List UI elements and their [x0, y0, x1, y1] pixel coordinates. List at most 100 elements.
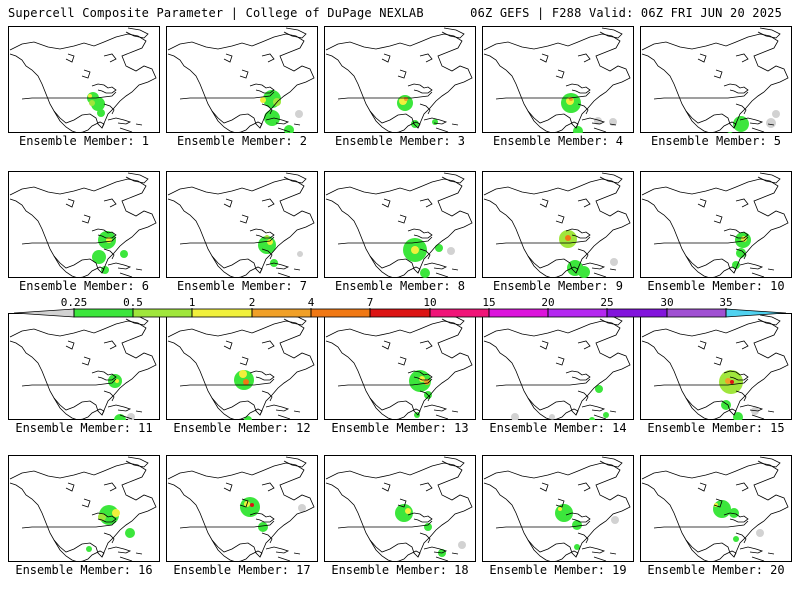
member-map — [166, 171, 318, 278]
boundary-line — [81, 69, 91, 79]
boundary-line — [419, 53, 433, 63]
scp-field — [395, 504, 466, 557]
boundary-line — [21, 91, 117, 100]
boundary-line — [757, 27, 781, 39]
ensemble-member-panel: Ensemble Member: 9 — [482, 171, 634, 303]
boundary-line — [369, 539, 421, 562]
member-map — [8, 171, 160, 278]
boundary-line — [9, 33, 157, 129]
boundary-line — [713, 356, 723, 366]
scp-contour — [558, 507, 562, 511]
boundary-line — [369, 397, 421, 420]
colorbar-segment — [606, 308, 668, 318]
ensemble-member-label: Ensemble Member: 17 — [173, 563, 311, 577]
boundary-line — [751, 127, 765, 133]
member-map — [640, 455, 792, 562]
boundary-line — [435, 556, 449, 562]
ensemble-member-panel: Ensemble Member: 12 — [166, 313, 318, 445]
boundary-line — [283, 27, 307, 39]
ensemble-member-label: Ensemble Member: 19 — [489, 563, 627, 577]
scp-contour — [91, 97, 105, 111]
boundary-line — [91, 228, 117, 239]
boundary-line — [735, 482, 749, 492]
ensemble-member-panel: Ensemble Member: 13 — [324, 313, 476, 445]
boundary-line — [697, 340, 707, 350]
boundary-line — [609, 123, 617, 126]
scp-contour — [101, 266, 109, 274]
boundary-line — [277, 414, 291, 420]
scp-contour — [86, 546, 92, 552]
boundary-line — [483, 178, 631, 274]
boundary-line — [685, 539, 737, 562]
boundary-line — [381, 340, 391, 350]
colorbar-segment — [429, 308, 490, 318]
boundary-line — [369, 255, 421, 278]
boundary-line — [325, 33, 473, 129]
basemap-outline — [325, 314, 473, 420]
boundary-line — [119, 127, 133, 133]
boundary-line — [483, 462, 631, 558]
boundary-line — [103, 390, 115, 402]
boundary-line — [125, 456, 149, 468]
scp-contour — [565, 235, 571, 241]
boundary-line — [419, 198, 433, 208]
ensemble-member-label: Ensemble Member: 8 — [334, 279, 466, 293]
boundary-line — [423, 117, 448, 125]
boundary-line — [441, 456, 465, 468]
member-map — [8, 26, 160, 133]
boundary-line — [211, 255, 263, 278]
boundary-line — [293, 123, 301, 126]
ensemble-member-panel: Ensemble Member: 19 — [482, 455, 634, 587]
member-map — [324, 26, 476, 133]
boundary-line — [65, 482, 75, 492]
scp-contour — [574, 544, 580, 550]
boundary-line — [539, 482, 549, 492]
boundary-line — [483, 320, 631, 416]
scp-contour — [772, 110, 780, 118]
scp-contour — [549, 414, 555, 420]
colorbar-tick-label: 20 — [541, 296, 554, 309]
boundary-line — [593, 556, 607, 562]
boundary-line — [397, 498, 407, 508]
scp-contour — [741, 236, 747, 242]
boundary-line — [419, 390, 431, 402]
boundary-line — [91, 370, 117, 381]
boundary-line — [9, 462, 157, 558]
ensemble-member-panel: Ensemble Member: 1 — [8, 26, 160, 158]
boundary-line — [337, 520, 433, 529]
scp-field — [555, 504, 619, 550]
boundary-line — [483, 33, 631, 129]
boundary-line — [167, 462, 315, 558]
boundary-line — [135, 268, 143, 271]
boundary-line — [265, 546, 290, 554]
scp-field — [108, 374, 135, 420]
boundary-line — [103, 53, 117, 63]
boundary-line — [397, 214, 407, 224]
boundary-line — [21, 236, 117, 245]
scp-contour — [733, 412, 743, 420]
member-map — [640, 313, 792, 420]
boundary-line — [565, 370, 591, 381]
scp-contour — [727, 132, 733, 133]
boundary-line — [125, 172, 149, 184]
boundary-line — [593, 414, 607, 420]
colorbar-segment — [132, 308, 193, 318]
boundary-line — [653, 378, 749, 387]
boundary-line — [397, 356, 407, 366]
boundary-line — [265, 404, 290, 412]
scp-contour — [555, 504, 573, 522]
scp-field — [719, 370, 759, 420]
scp-contour — [112, 509, 120, 517]
boundary-line — [451, 268, 459, 271]
boundary-line — [555, 498, 565, 508]
boundary-line — [419, 482, 433, 492]
boundary-line — [735, 248, 747, 260]
member-map — [324, 313, 476, 420]
boundary-line — [167, 178, 315, 274]
member-map — [166, 26, 318, 133]
ensemble-member-label: Ensemble Member: 16 — [15, 563, 153, 577]
color-scale-bar: 0.25 0.5 1 2 4 7 10 15 20 25 30 35 — [13, 296, 787, 318]
boundary-line — [135, 123, 143, 126]
ensemble-member-label: Ensemble Member: 14 — [489, 421, 627, 435]
scp-contour — [295, 110, 303, 118]
